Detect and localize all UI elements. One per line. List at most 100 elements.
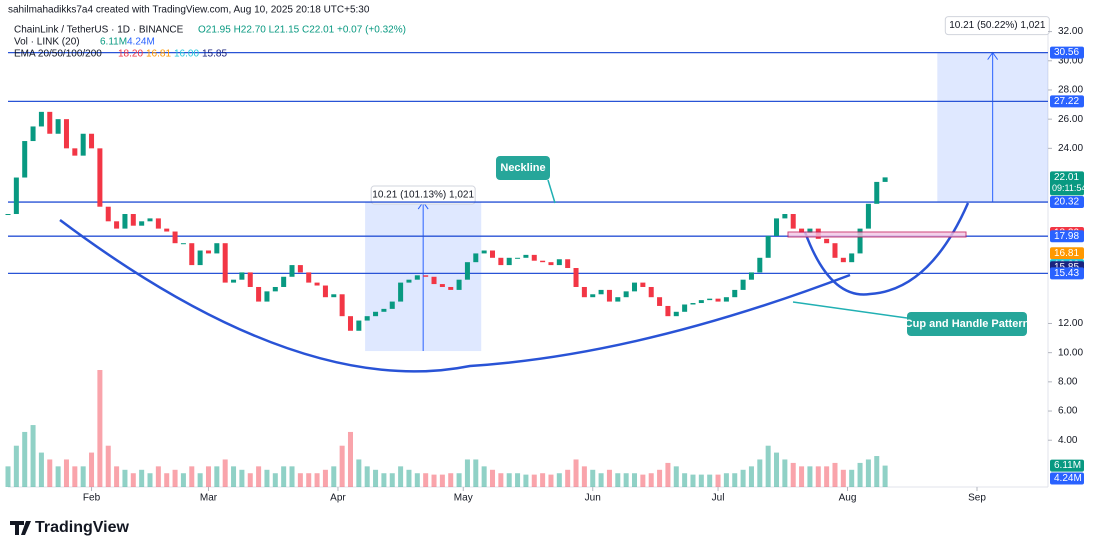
- candle: [172, 231, 178, 244]
- volume-bar: [473, 459, 479, 487]
- volume-bar: [690, 474, 696, 487]
- ema-legend: EMA 20/50/100/200: [14, 49, 102, 60]
- candle: [22, 141, 28, 178]
- price-badge-label: 22.01: [1054, 172, 1079, 183]
- volume-bar: [657, 469, 663, 487]
- volume-bar: [105, 445, 111, 487]
- candle: [164, 228, 170, 232]
- y-tick-label: 4.00: [1058, 435, 1078, 446]
- volume-bar: [214, 466, 220, 487]
- x-tick-label: Jul: [712, 493, 725, 504]
- candle: [256, 286, 262, 302]
- candle: [180, 243, 186, 245]
- candle: [573, 268, 579, 287]
- countdown: 09:11:54: [1052, 183, 1086, 193]
- volume-bar: [481, 466, 487, 487]
- candle: [598, 289, 604, 295]
- candle: [38, 111, 44, 127]
- price-badge-label: 16.81: [1054, 248, 1079, 259]
- y-tick-label: 32.00: [1058, 26, 1083, 37]
- volume-bar: [289, 466, 295, 487]
- volume-bar: [740, 469, 746, 487]
- y-tick-label: 30.00: [1058, 55, 1083, 66]
- volume-bar: [331, 466, 337, 487]
- volume-bar: [423, 473, 429, 487]
- volume-bar: [373, 469, 379, 487]
- volume-bar: [55, 466, 61, 487]
- volume-bar: [130, 473, 136, 487]
- candle: [364, 316, 370, 321]
- volume-bar: [824, 466, 830, 487]
- volume-bar: [598, 473, 604, 487]
- candle: [322, 285, 328, 298]
- candle: [222, 243, 228, 283]
- volume-bar: [13, 445, 19, 487]
- volume-bar: [632, 473, 638, 487]
- candle: [657, 297, 663, 306]
- candle: [498, 257, 504, 266]
- price-badge: [1050, 230, 1084, 243]
- candle: [765, 235, 771, 258]
- measure-label: 10.21 (50.22%) 1,021: [949, 20, 1046, 31]
- x-tick-label: May: [454, 493, 473, 504]
- candle: [189, 243, 195, 266]
- candle: [289, 265, 295, 277]
- volume-bar: [306, 473, 312, 487]
- volume-bar: [431, 474, 437, 487]
- candle: [464, 262, 470, 280]
- candle: [698, 300, 704, 304]
- volume-bar: [790, 462, 796, 487]
- volume-bar: [114, 466, 120, 487]
- volume-bar: [815, 466, 821, 487]
- volume-bar: [707, 474, 713, 487]
- candle: [247, 272, 253, 287]
- candle: [47, 111, 53, 134]
- candle: [748, 272, 754, 280]
- candle: [306, 272, 312, 283]
- handle-curve: [803, 202, 970, 296]
- volume-bar: [406, 469, 412, 487]
- volume-bar: [849, 469, 855, 487]
- handle-zone: [787, 231, 967, 238]
- candle: [757, 257, 763, 273]
- candle: [72, 148, 78, 156]
- volume-bar: [155, 466, 161, 487]
- volume-bar: [197, 473, 203, 487]
- candle: [506, 257, 512, 266]
- candle: [715, 298, 721, 302]
- volume-bar: [139, 469, 145, 487]
- volume-bar: [857, 462, 863, 487]
- volume-bar: [72, 466, 78, 487]
- candle: [105, 206, 111, 222]
- candle: [356, 320, 362, 331]
- candle: [523, 254, 529, 258]
- volume-bar: [172, 469, 178, 487]
- volume-bar: [247, 473, 253, 487]
- measure-label-bg: [370, 185, 476, 205]
- volume-bar: [665, 462, 671, 487]
- candle: [707, 298, 713, 301]
- volume-bar: [297, 473, 303, 487]
- volume-bar: [322, 469, 328, 487]
- neckline-callout: [496, 156, 550, 180]
- price-badge-label: 15.43: [1054, 268, 1079, 279]
- candle: [314, 282, 320, 286]
- volume-bar: [799, 466, 805, 487]
- volume-bar: [590, 469, 596, 487]
- price-badge: [1050, 472, 1084, 485]
- neckline-pointer: [547, 179, 556, 204]
- candle: [807, 228, 813, 233]
- volume-bar: [540, 473, 546, 487]
- candle: [790, 214, 796, 229]
- volume-bar: [765, 445, 771, 487]
- y-tick-label: 26.00: [1058, 114, 1083, 125]
- x-tick-label: Jun: [585, 493, 601, 504]
- candle: [473, 253, 479, 263]
- candle: [63, 119, 69, 149]
- volume-bar: [556, 473, 562, 487]
- candle: [606, 289, 612, 302]
- candle: [139, 221, 145, 226]
- candle: [874, 181, 880, 204]
- volume-bar: [448, 473, 454, 487]
